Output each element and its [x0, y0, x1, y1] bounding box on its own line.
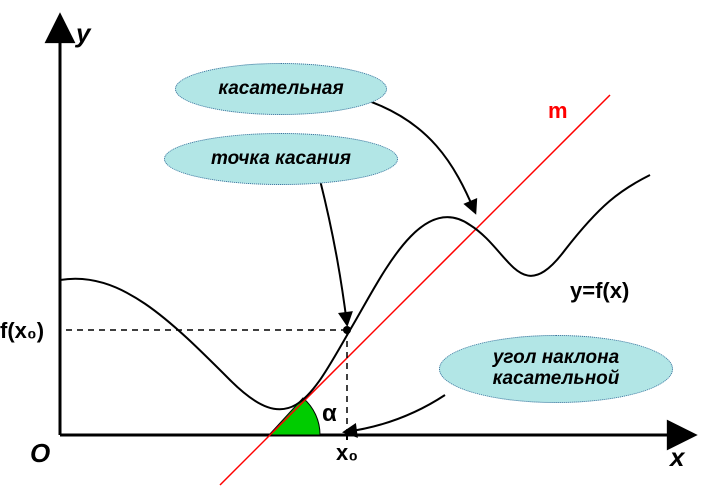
callout-angle-text1: угол наклона — [493, 348, 619, 369]
callout-touch-point: точка касания — [164, 133, 398, 185]
origin-label: O — [30, 438, 50, 469]
callout-tangent-text: касательная — [218, 78, 343, 100]
fx0-label: f(x₀) — [0, 318, 44, 344]
curve-label: y=f(x) — [570, 278, 629, 304]
y-axis-label: y — [76, 18, 90, 49]
x0-label: x₀ — [336, 440, 358, 466]
callout-angle-text2: касательной — [493, 369, 620, 390]
tangent-name: m — [548, 98, 568, 124]
callout-touch-point-text: точка касания — [211, 148, 351, 170]
callout-angle: угол наклона касательной — [439, 335, 673, 403]
angle-marker — [269, 398, 320, 435]
tangency-point — [343, 326, 351, 334]
diagram-canvas: касательная точка касания угол наклона к… — [0, 0, 725, 500]
alpha-label: α — [322, 400, 337, 428]
callout-tangent: касательная — [175, 63, 387, 115]
x-axis-label: x — [670, 442, 684, 473]
arrow-touch-point — [320, 180, 347, 324]
arrow-angle — [345, 395, 445, 432]
